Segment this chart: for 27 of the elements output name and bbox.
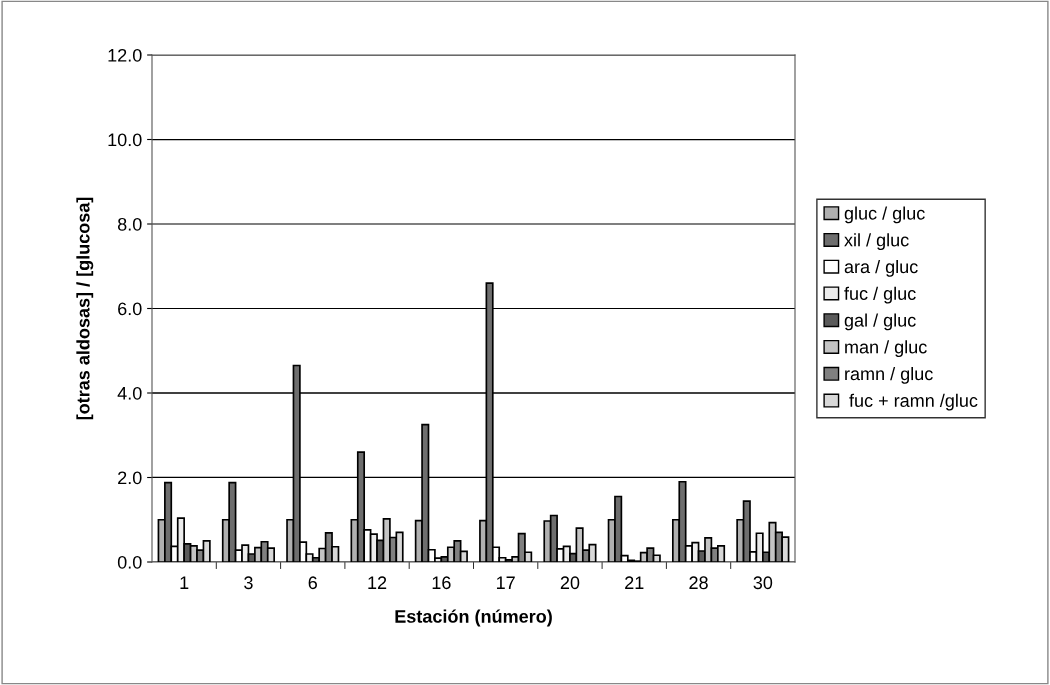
x-tick-label: 6 [308,576,317,590]
x-tick-label: 28 [689,576,708,590]
x-tick-label: 20 [560,576,580,590]
y-axis-title: [otras aldosas] / [glucosa] [76,197,94,420]
legend-label: fuc / gluc [844,286,916,304]
x-tick-label: 12 [368,576,387,589]
y-tick-label: 0.0 [117,555,142,569]
legend-label: xil / gluc [844,233,909,251]
x-tick-label: 3 [244,576,253,590]
y-tick-label: 6.0 [118,302,142,316]
legend-label: ramn / gluc [845,366,933,384]
y-tick-label: 8.0 [117,217,142,231]
y-tick-label: 10.0 [108,133,142,147]
x-tick-label: 1 [180,576,189,589]
legend-label: fuc + ramn /gluc [849,393,978,411]
y-tick-label: 12.0 [108,48,142,62]
x-tick-label: 17 [496,576,515,589]
x-tick-label: 16 [432,576,451,590]
legend-label: gluc / gluc [844,206,925,224]
legend-label: man / gluc [845,340,927,358]
y-tick-label: 2.0 [118,471,142,485]
y-tick-label: 4.0 [117,386,142,400]
x-tick-label: 21 [625,576,644,589]
legend-label: ara / gluc [844,259,918,277]
x-tick-label: 30 [753,576,773,590]
legend-label: gal / gluc [844,313,916,331]
x-axis-title: Estación (número) [395,609,552,627]
